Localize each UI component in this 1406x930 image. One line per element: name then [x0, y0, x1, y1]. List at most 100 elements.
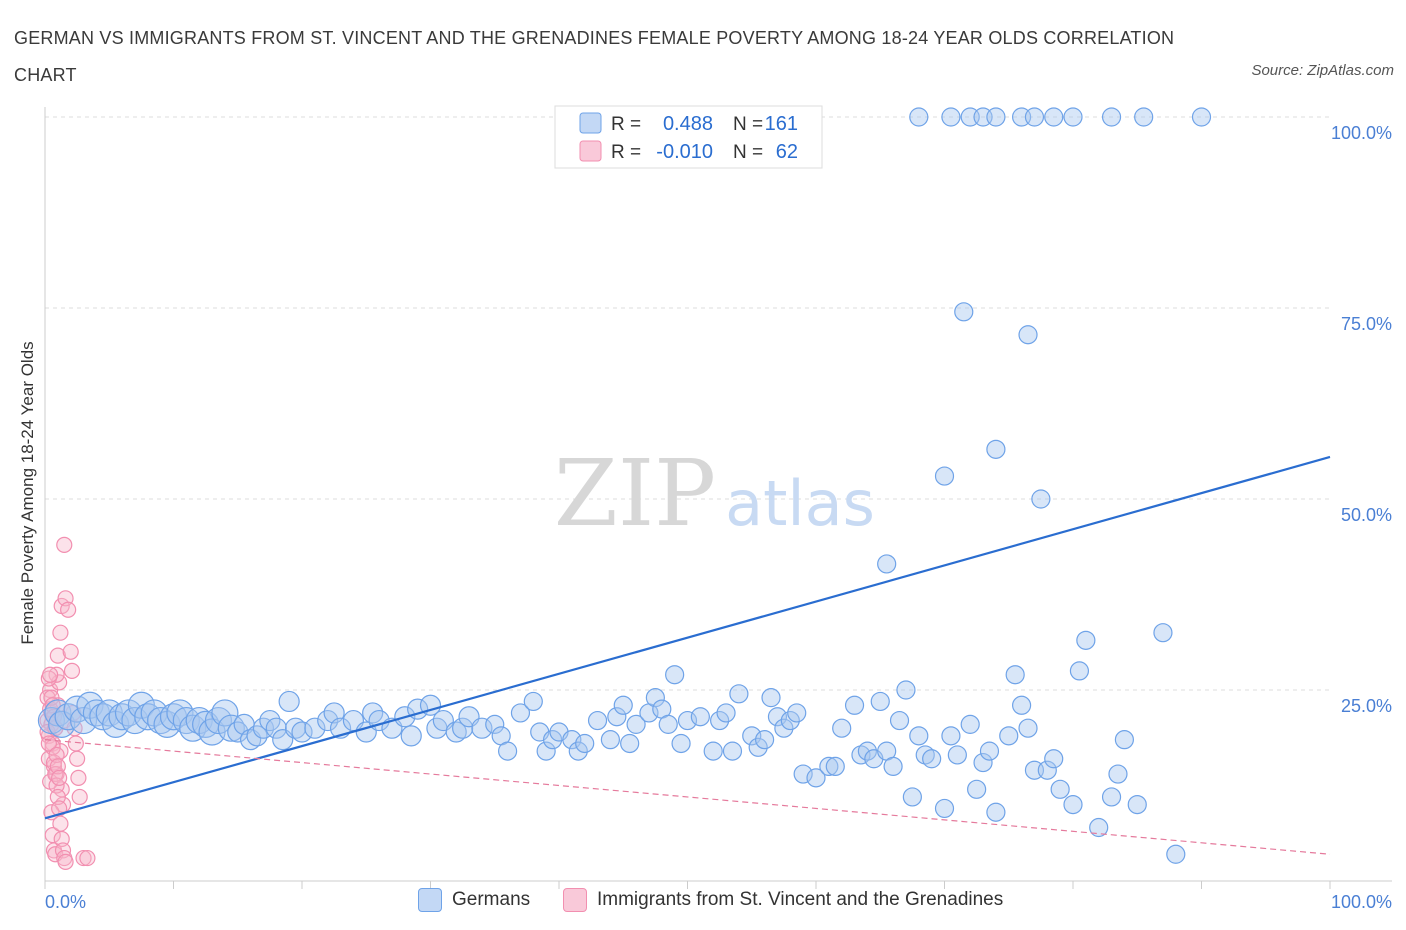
grid-lines — [45, 116, 1330, 691]
point-germans-138 — [1108, 764, 1128, 784]
point-germans-121 — [967, 779, 987, 799]
point-germans-130 — [1037, 760, 1057, 780]
point-germans-136 — [1089, 817, 1109, 838]
point-germans-87 — [710, 710, 730, 731]
point-germans-139 — [1114, 730, 1135, 750]
point-germans-91 — [742, 726, 762, 746]
point-germans-69 — [562, 730, 582, 750]
point-germans-131 — [1044, 749, 1064, 769]
point-germans-114 — [909, 726, 929, 746]
point-immigrants-35 — [70, 769, 87, 786]
point-immigrants-62 — [51, 769, 68, 786]
legend-r-label-2: R = — [611, 142, 641, 163]
point-immigrants-51 — [75, 849, 92, 867]
point-immigrants-29 — [62, 643, 79, 660]
point-germans-119 — [947, 745, 967, 765]
watermark: ZIP atlas — [554, 440, 875, 547]
point-germans-132 — [1050, 779, 1070, 799]
point-germans-88 — [716, 703, 736, 723]
point-germans-158 — [1101, 107, 1122, 127]
point-germans-122 — [973, 752, 993, 773]
legend-label-immigrants: Immigrants from St. Vincent and the Gren… — [597, 889, 1004, 910]
legend-r-value-2: -0.010 — [656, 141, 713, 163]
axes — [44, 107, 1392, 889]
point-germans-140 — [1127, 794, 1147, 815]
point-germans-81 — [658, 714, 678, 734]
point-germans-67 — [542, 730, 563, 750]
point-immigrants-36 — [71, 788, 88, 806]
point-germans-59 — [471, 717, 493, 739]
point-germans-70 — [568, 741, 588, 761]
x-tick-labels: 0.0% 100.0% — [45, 892, 1392, 912]
point-germans-147 — [954, 302, 974, 322]
point-germans-126 — [1005, 665, 1025, 685]
point-germans-56 — [445, 721, 467, 743]
point-germans-124 — [986, 802, 1006, 822]
legend-label-germans: Germans — [452, 889, 531, 910]
point-germans-4 — [54, 703, 82, 731]
point-germans-89 — [722, 741, 743, 761]
legend-n-label-2: N = — [733, 142, 763, 163]
legend-item-germans: Germans — [418, 888, 530, 912]
point-germans-108 — [870, 691, 890, 712]
point-immigrants-52 — [79, 849, 96, 867]
point-germans-135 — [1076, 630, 1096, 650]
source-label: Source: ZipAtlas.com — [1251, 62, 1394, 79]
point-germans-142 — [1166, 844, 1186, 864]
point-immigrants-55 — [42, 666, 59, 683]
point-germans-86 — [703, 741, 723, 761]
legend-n-label-1: N = — [733, 114, 763, 135]
point-immigrants-34 — [69, 750, 86, 767]
point-germans-137 — [1101, 787, 1122, 807]
point-immigrants-30 — [63, 662, 81, 680]
point-germans-36 — [265, 717, 287, 739]
y-tick-label-2: 50.0% — [1341, 505, 1392, 525]
point-germans-101 — [819, 756, 839, 777]
y-tick-labels: 25.0% 50.0% 75.0% 100.0% — [1331, 123, 1392, 716]
legend-item-immigrants: Immigrants from St. Vincent and the Gren… — [563, 888, 1003, 912]
point-germans-102 — [825, 756, 845, 777]
point-germans-110 — [883, 756, 903, 777]
point-immigrants-22 — [48, 666, 65, 683]
x-tick-label-start: 0.0% — [45, 892, 86, 912]
point-immigrants-33 — [67, 735, 84, 752]
point-germans-104 — [844, 695, 865, 715]
point-immigrants-26 — [56, 536, 73, 553]
correlation-legend: R = 0.488 N = 161 R = -0.010 N = 62 — [554, 105, 823, 169]
point-germans-111 — [889, 710, 910, 731]
point-immigrants-23 — [49, 647, 66, 664]
point-germans-41 — [304, 717, 326, 739]
series-legend: Germans Immigrants from St. Vincent and … — [0, 888, 1406, 918]
point-germans-98 — [787, 703, 807, 723]
point-immigrants-50 — [57, 853, 74, 871]
point-germans-84 — [677, 710, 698, 731]
watermark-zip: ZIP — [554, 440, 716, 547]
point-germans-127 — [1011, 695, 1032, 715]
point-germans-63 — [510, 703, 531, 723]
point-germans-73 — [600, 730, 621, 750]
point-germans-83 — [671, 733, 691, 754]
point-germans-103 — [832, 718, 852, 738]
point-germans-150 — [941, 107, 961, 127]
point-germans-75 — [613, 695, 633, 715]
trend-line-germans — [44, 455, 1331, 820]
trend-line-immigrants — [44, 739, 1331, 855]
point-immigrants-24 — [52, 624, 69, 641]
y-tick-label-3: 75.0% — [1341, 314, 1392, 334]
point-immigrants-46 — [52, 815, 69, 832]
point-germans-116 — [922, 749, 942, 769]
y-tick-label-4: 100.0% — [1331, 123, 1392, 143]
point-germans-60 — [485, 714, 505, 734]
point-germans-123 — [979, 741, 1000, 761]
point-germans-118 — [941, 726, 961, 746]
point-germans-90 — [729, 684, 749, 704]
point-germans-39 — [284, 717, 307, 739]
point-germans-62 — [498, 741, 518, 761]
point-germans-95 — [767, 707, 788, 727]
point-germans-133 — [1063, 794, 1083, 815]
point-germans-28 — [211, 699, 239, 727]
point-germans-106 — [857, 741, 878, 761]
point-germans-112 — [896, 680, 916, 700]
point-germans-117 — [934, 798, 955, 819]
